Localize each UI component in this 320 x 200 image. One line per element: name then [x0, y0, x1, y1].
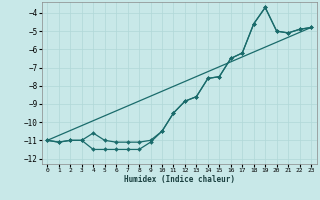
X-axis label: Humidex (Indice chaleur): Humidex (Indice chaleur) — [124, 175, 235, 184]
